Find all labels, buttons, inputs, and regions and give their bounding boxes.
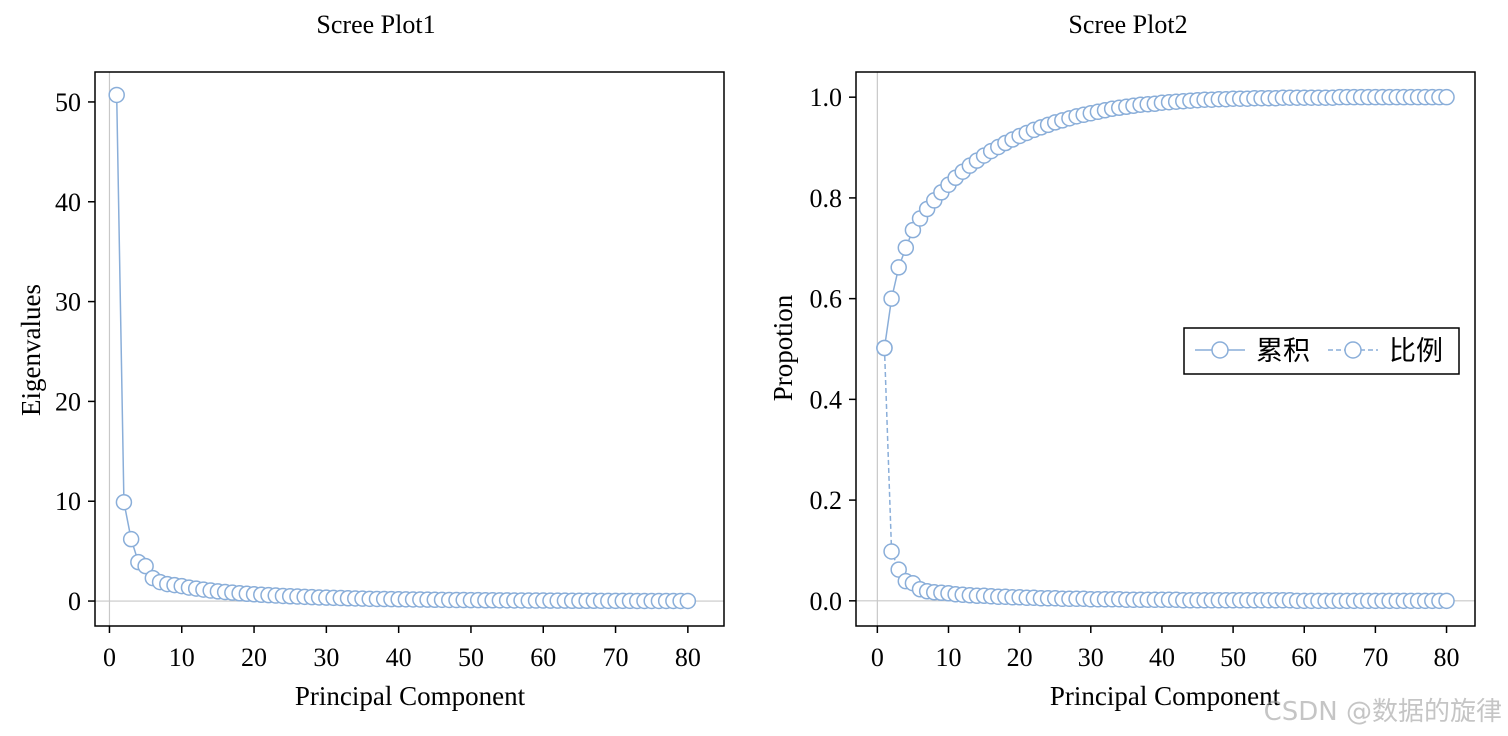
chart-1-series-1-point — [122, 530, 140, 548]
chart-2-x-tick-label: 70 — [1362, 643, 1388, 672]
chart-2-x-tick-label: 0 — [871, 643, 884, 672]
chart-1-x-tick-label: 20 — [241, 643, 267, 672]
chart-1-series-line-1 — [115, 94, 688, 602]
chart-2-series-line-2 — [883, 347, 1447, 602]
chart-1-y-tick-label: 30 — [55, 288, 81, 317]
chart-1-y-tick-label: 40 — [55, 188, 81, 217]
legend-box — [1183, 327, 1460, 375]
chart-2-y-tick-label: 0.6 — [810, 285, 843, 314]
chart-1-y-tick-label: 0 — [68, 587, 81, 616]
chart-1-y-tick-label: 10 — [55, 487, 81, 516]
watermark: CSDN @数据的旋律 — [1263, 697, 1502, 727]
chart-1-x-tick-label: 30 — [313, 643, 339, 672]
chart-2-y-axis-label: Propotion — [768, 294, 798, 401]
chart-1-x-tick-label: 40 — [386, 643, 412, 672]
chart-2-frame — [855, 71, 1476, 627]
chart-2-x-tick-label: 30 — [1078, 643, 1104, 672]
chart-2-x-tick-label: 20 — [1007, 643, 1033, 672]
chart-1-x-tick-label: 80 — [675, 643, 701, 672]
legend-marker-cumulative — [1211, 341, 1229, 359]
chart-2-plot-area: 0 10 20 30 40 50 60 70 80 0.0 0.2 0.4 0.6 0.8 1.0 — [810, 71, 1476, 672]
chart-2-series-1-point — [890, 259, 907, 276]
legend-marker-proportion — [1344, 341, 1362, 359]
chart-2-y-tick-label: 0.2 — [810, 486, 843, 515]
chart-1-y-axis-label: Eigenvalues — [16, 284, 46, 416]
chart-2-series-1-point — [883, 290, 900, 307]
chart-1-x-tick-label: 70 — [603, 643, 629, 672]
chart-2-series-2-point — [1438, 592, 1455, 610]
scree-plot-1: Scree Plot1 Principal Component Eigenval… — [16, 10, 725, 711]
chart-1-y-tick-label: 50 — [55, 88, 81, 117]
chart-2-series-line-1 — [883, 96, 1447, 349]
chart-2-legend: 累积 比例 — [1183, 327, 1460, 375]
chart-1-series-1-point — [108, 86, 125, 104]
chart-2-series-1-point — [897, 239, 915, 257]
chart-2-series-2-point — [883, 543, 900, 560]
chart-2-title: Scree Plot2 — [1068, 10, 1187, 39]
legend-label-proportion: 比例 — [1389, 336, 1443, 366]
chart-2-x-tick-label: 40 — [1149, 643, 1175, 672]
chart-2-series-2-point — [876, 339, 893, 357]
chart-1-plot-area: 0 10 20 30 40 50 60 70 80 0 10 20 30 40 50 — [55, 71, 725, 672]
scree-plot-2: Scree Plot2 Principal Component Propotio… — [768, 10, 1476, 711]
chart-1-x-tick-label: 10 — [169, 643, 195, 672]
chart-1-x-tick-label: 0 — [103, 643, 116, 672]
chart-1-x-tick-label: 60 — [530, 643, 556, 672]
chart-1-x-tick-label: 50 — [458, 643, 484, 672]
chart-2-x-tick-label: 80 — [1434, 643, 1460, 672]
chart-1-y-tick-label: 20 — [55, 387, 81, 416]
chart-2-y-tick-label: 0.8 — [810, 184, 843, 213]
chart-2-series-1-point — [1438, 88, 1455, 106]
chart-2-x-tick-label: 10 — [935, 643, 961, 672]
legend-label-cumulative: 累积 — [1256, 336, 1310, 366]
chart-1-x-axis-label: Principal Component — [295, 681, 526, 711]
chart-2-x-tick-label: 60 — [1291, 643, 1317, 672]
chart-1-frame — [94, 71, 725, 627]
chart-2-x-axis-label: Principal Component — [1050, 681, 1281, 711]
chart-2-y-tick-label: 0.0 — [810, 587, 843, 616]
chart-2-y-tick-label: 0.4 — [810, 385, 843, 414]
chart-1-title: Scree Plot1 — [316, 10, 435, 39]
chart-2-y-tick-label: 1.0 — [810, 83, 843, 112]
chart-1-series-1-point — [137, 557, 154, 575]
chart-2-x-tick-label: 50 — [1220, 643, 1246, 672]
chart-1-series-1-point — [679, 592, 697, 610]
chart-1-series-1-point — [115, 493, 133, 511]
